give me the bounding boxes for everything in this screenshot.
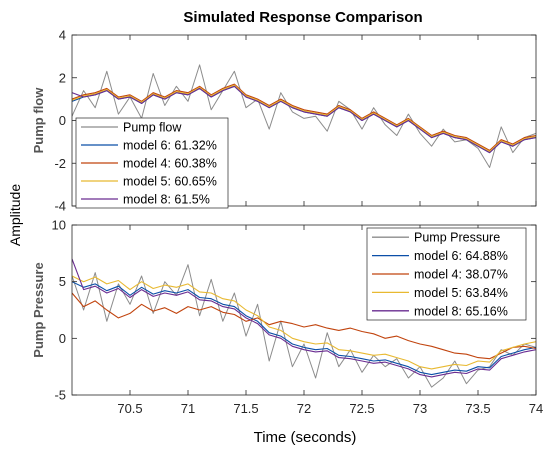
figure-title: Simulated Response Comparison [183, 9, 422, 26]
series-line-model-4-60-38 [72, 83, 536, 151]
series-group [72, 258, 536, 388]
x-tick-label: 71 [181, 401, 195, 416]
x-tick-label: 72.5 [349, 401, 374, 416]
y-tick-label: 5 [59, 274, 66, 289]
y-tick-label: 0 [59, 331, 66, 346]
legend: Pump Pressure model 6: 64.88% model 4: 38.… [366, 227, 527, 321]
series-line-model-8-61-5 [72, 85, 536, 154]
x-tick-label: 71.5 [233, 401, 258, 416]
y-tick-label: -5 [54, 388, 66, 403]
panel-y-label: Pump flow [31, 87, 46, 154]
shared-y-axis-label: Amplitude [7, 184, 23, 246]
legend-label-model-8-61-5: model 8: 61.5% [123, 193, 210, 207]
series-line-model-4-38-07 [72, 292, 536, 360]
x-tick-label: 72 [297, 401, 311, 416]
legend-label-model-6-64-88: model 6: 64.88% [414, 249, 508, 263]
x-tick-label: 73.5 [465, 401, 490, 416]
legend-label-pump-flow: Pump flow [123, 121, 182, 135]
x-tick-label: 74 [529, 401, 543, 416]
x-axis-label: Time (seconds) [254, 429, 357, 446]
x-tick-label: 70.5 [117, 401, 142, 416]
legend-label-model-6-61-32: model 6: 61.32% [123, 139, 217, 153]
series-line-model-5-60-65 [72, 84, 536, 153]
legend-label-pump-pressure: Pump Pressure [414, 231, 500, 245]
legend-label-model-8-65-16: model 8: 65.16% [414, 304, 508, 318]
x-tick-label: 73 [413, 401, 427, 416]
pump-pressure-panel: -5 0 5 10 70.5 71 71.5 72 72.5 73 73.5 74 Pump Press… [31, 218, 543, 417]
series-line-pump-flow [72, 64, 536, 168]
panel-y-label: Pump Pressure [31, 262, 46, 357]
legend-label-model-4-60-38: model 4: 60.38% [123, 157, 217, 171]
y-tick-label: -2 [54, 156, 66, 171]
legend: Pump flow model 6: 61.32% model 4: 60.38% m… [75, 117, 229, 209]
series-line-model-8-65-16 [72, 258, 536, 378]
y-tick-label: 0 [59, 113, 66, 128]
legend-label-model-5-60-65: model 5: 60.65% [123, 175, 217, 189]
y-tick-label: 2 [59, 70, 66, 85]
pump-flow-panel: -4 -2 0 2 4 Pump flow Pump flow model 6: 61.32%… [31, 28, 537, 214]
y-tick-label: 10 [52, 218, 66, 233]
series-line-model-6-64-88 [72, 281, 536, 376]
y-tick-label: 4 [59, 28, 66, 43]
legend-label-model-4-38-07: model 4: 38.07% [414, 268, 508, 282]
series-line-model-5-63-84 [72, 275, 536, 370]
series-group [72, 64, 536, 168]
legend-label-model-5-63-84: model 5: 63.84% [414, 286, 508, 300]
y-tick-label: -4 [54, 199, 66, 214]
series-line-pump-pressure [72, 264, 536, 388]
